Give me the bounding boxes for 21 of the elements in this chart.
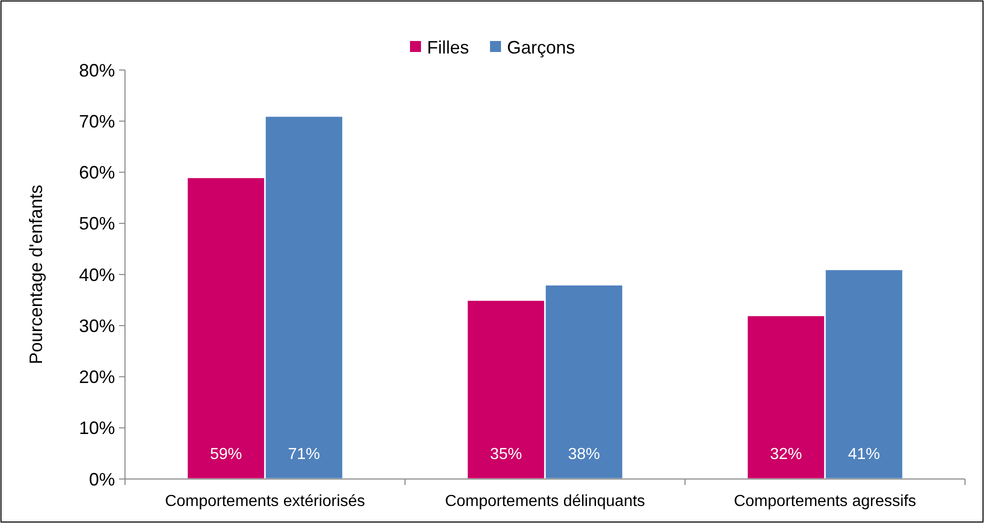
y-tick-label: 60% — [78, 162, 115, 183]
y-tick-label: 0% — [88, 469, 115, 490]
data-label: 41% — [848, 446, 880, 463]
x-tick-label: Comportements agressifs — [734, 493, 916, 510]
y-axis-title: Pourcentage d'enfants — [26, 184, 46, 364]
data-label: 38% — [568, 446, 600, 463]
x-tick-label: Comportements extériorisés — [164, 493, 366, 510]
legend-label: Garçons — [507, 37, 576, 58]
y-tick-label: 10% — [78, 418, 115, 438]
data-label: 71% — [288, 446, 320, 463]
data-label: 59% — [210, 446, 242, 463]
y-tick-label: 70% — [78, 111, 115, 132]
legend-label: Filles — [427, 37, 470, 58]
y-tick-label: 40% — [78, 264, 115, 285]
data-label: 32% — [770, 446, 802, 463]
y-tick-label: 30% — [78, 316, 115, 336]
y-tick-label: 20% — [78, 367, 115, 388]
data-label: 35% — [490, 446, 522, 463]
y-tick-label: 50% — [78, 214, 115, 234]
x-tick-label: Comportements délinquants — [444, 493, 646, 510]
y-tick-label: 80% — [78, 60, 115, 80]
